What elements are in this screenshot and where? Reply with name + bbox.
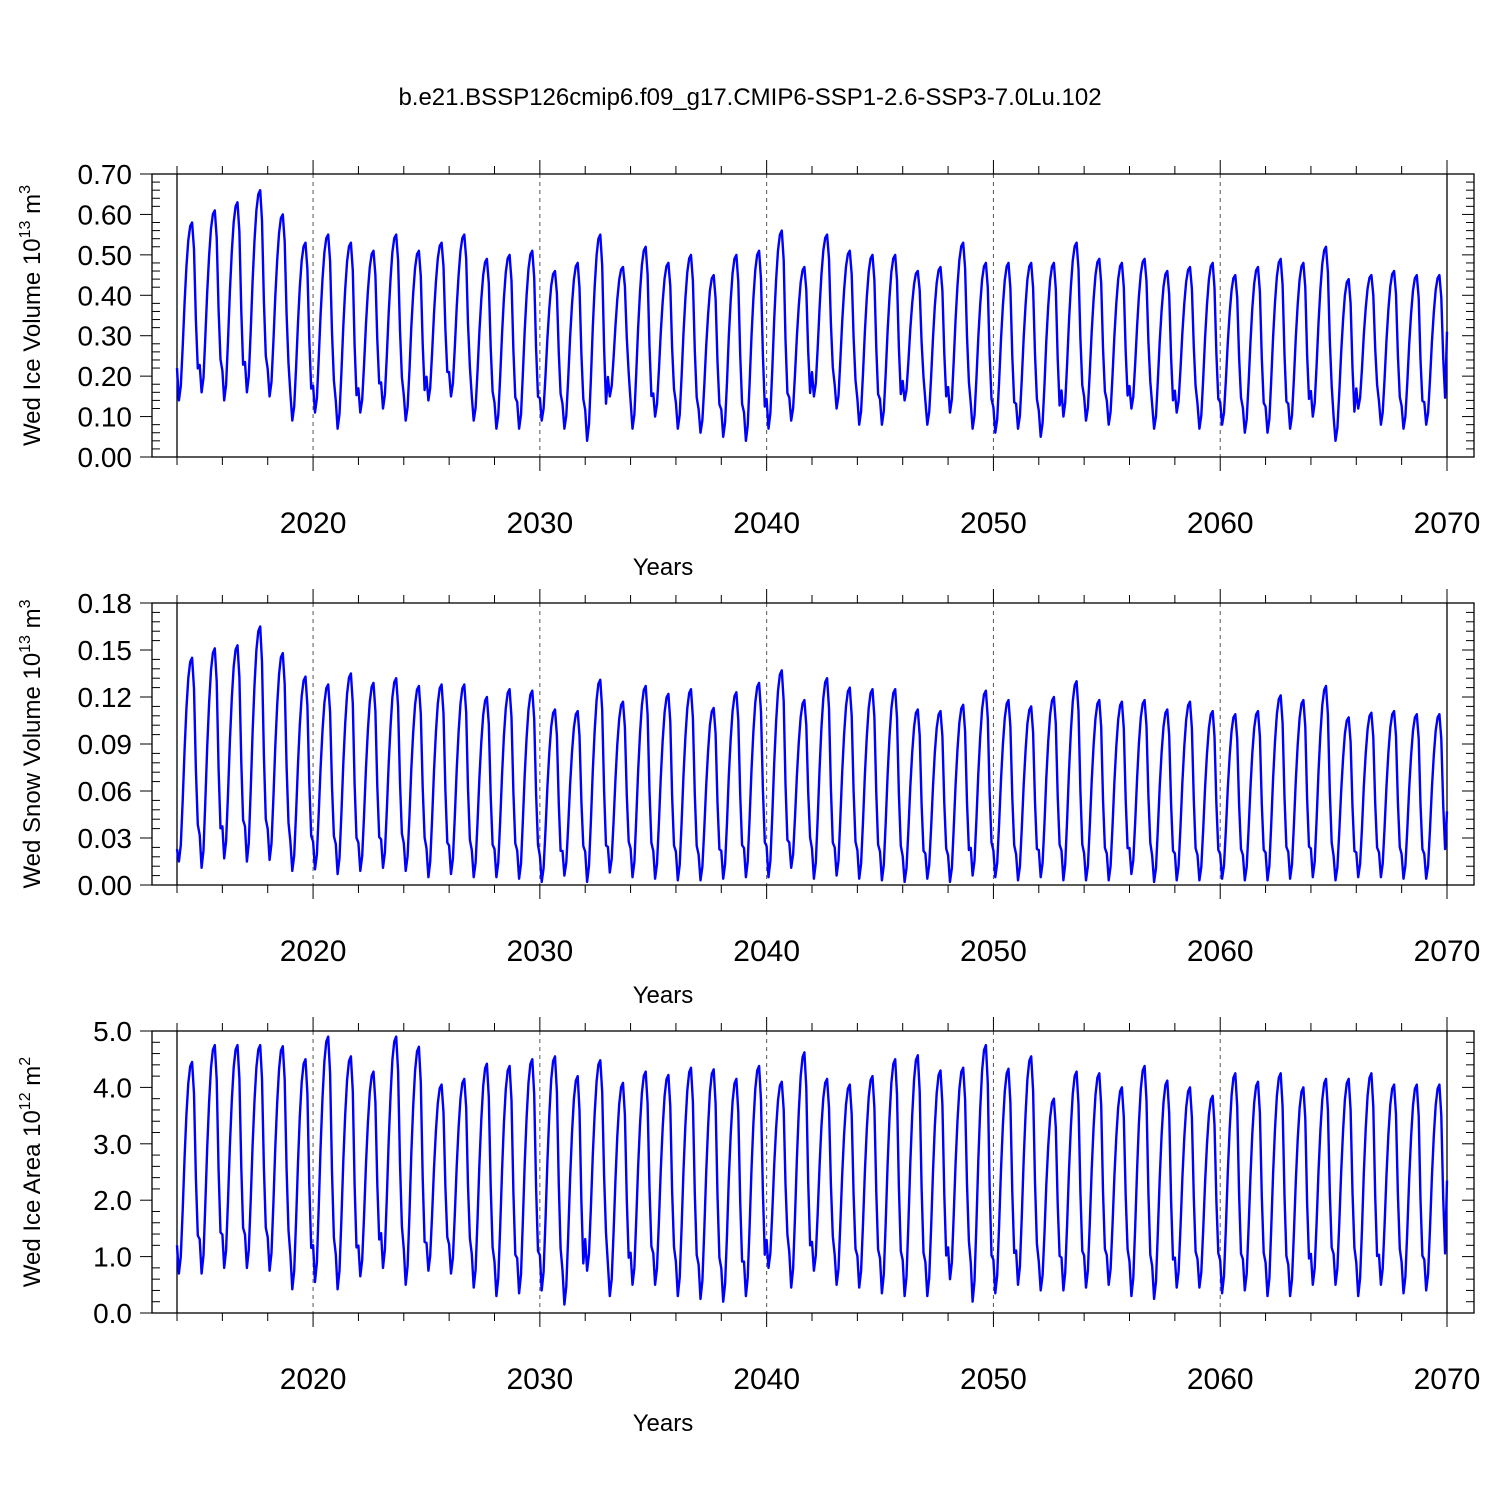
y-tick-label: 1.0 (93, 1242, 132, 1273)
y-tick-label: 0.70 (78, 159, 133, 190)
series-line (175, 1035, 1449, 1306)
y-tick-label: 0.06 (78, 776, 133, 807)
x-tick-label: 2070 (1414, 1363, 1481, 1396)
y-tick-label: 0.10 (78, 402, 133, 433)
figure-title: b.e21.BSSP126cmip6.f09_g17.CMIP6-SSP1-2.… (398, 84, 1102, 111)
y-axis-label: Wed Snow Volume 1013 m3 (17, 599, 46, 888)
y-tick-label: 0.09 (78, 729, 133, 760)
x-tick-label: 2070 (1414, 935, 1481, 968)
x-tick-label: 2060 (1187, 935, 1254, 968)
y-tick-label: 5.0 (93, 1016, 132, 1047)
y-tick-label: 0.0 (93, 1298, 132, 1329)
y-tick-label: 4.0 (93, 1072, 132, 1103)
x-tick-label: 2040 (733, 1363, 800, 1396)
y-tick-label: 0.15 (78, 635, 133, 666)
y-tick-label: 0.40 (78, 280, 133, 311)
y-tick-label: 0.30 (78, 321, 133, 352)
y-tick-label: 0.00 (78, 870, 133, 901)
x-tick-label: 2020 (280, 935, 347, 968)
chart-panel-3: 2020 2030 2040 2050 2060 2070 0.0 1.0 2.0 3.0 4.0 5… (17, 1016, 1480, 1437)
y-tick-label: 0.60 (78, 199, 133, 230)
y-tick-label: 0.00 (78, 442, 133, 473)
y-tick-label: 0.50 (78, 240, 133, 271)
x-tick-label: 2030 (506, 507, 573, 540)
series-line (175, 189, 1449, 442)
x-tick-label: 2050 (960, 1363, 1027, 1396)
y-axis-label: Wed Ice Volume 1013 m3 (17, 185, 46, 446)
x-tick-label: 2050 (960, 935, 1027, 968)
x-tick-label: 2030 (506, 935, 573, 968)
x-tick-label: 2040 (733, 935, 800, 968)
x-tick-label: 2060 (1187, 507, 1254, 540)
plot-frame (151, 1030, 1475, 1314)
x-tick-label: 2020 (280, 507, 347, 540)
x-tick-label: 2060 (1187, 1363, 1254, 1396)
x-axis-label: Years (633, 982, 694, 1009)
y-tick-label: 0.18 (78, 588, 133, 619)
y-axis-label: Wed Ice Area 1012 m2 (17, 1057, 46, 1287)
x-tick-label: 2030 (506, 1363, 573, 1396)
series-line (175, 625, 1449, 884)
plot-frame (151, 173, 1475, 458)
x-tick-label: 2050 (960, 507, 1027, 540)
chart-panel-1: 2020 2030 2040 2050 2060 2070 0.00 0.10 0.20 0.30… (17, 159, 1480, 581)
x-tick-label: 2070 (1414, 507, 1481, 540)
y-tick-label: 0.20 (78, 361, 133, 392)
y-tick-label: 0.12 (78, 682, 133, 713)
x-tick-label: 2040 (733, 507, 800, 540)
y-tick-label: 2.0 (93, 1185, 132, 1216)
chart-panel-2: 2020 2030 2040 2050 2060 2070 0.00 0.03 0.06 0.09… (17, 588, 1480, 1009)
x-tick-label: 2020 (280, 1363, 347, 1396)
y-tick-label: 3.0 (93, 1129, 132, 1160)
x-axis-label: Years (633, 554, 694, 581)
x-axis-label: Years (633, 1410, 694, 1437)
y-tick-label: 0.03 (78, 823, 133, 854)
